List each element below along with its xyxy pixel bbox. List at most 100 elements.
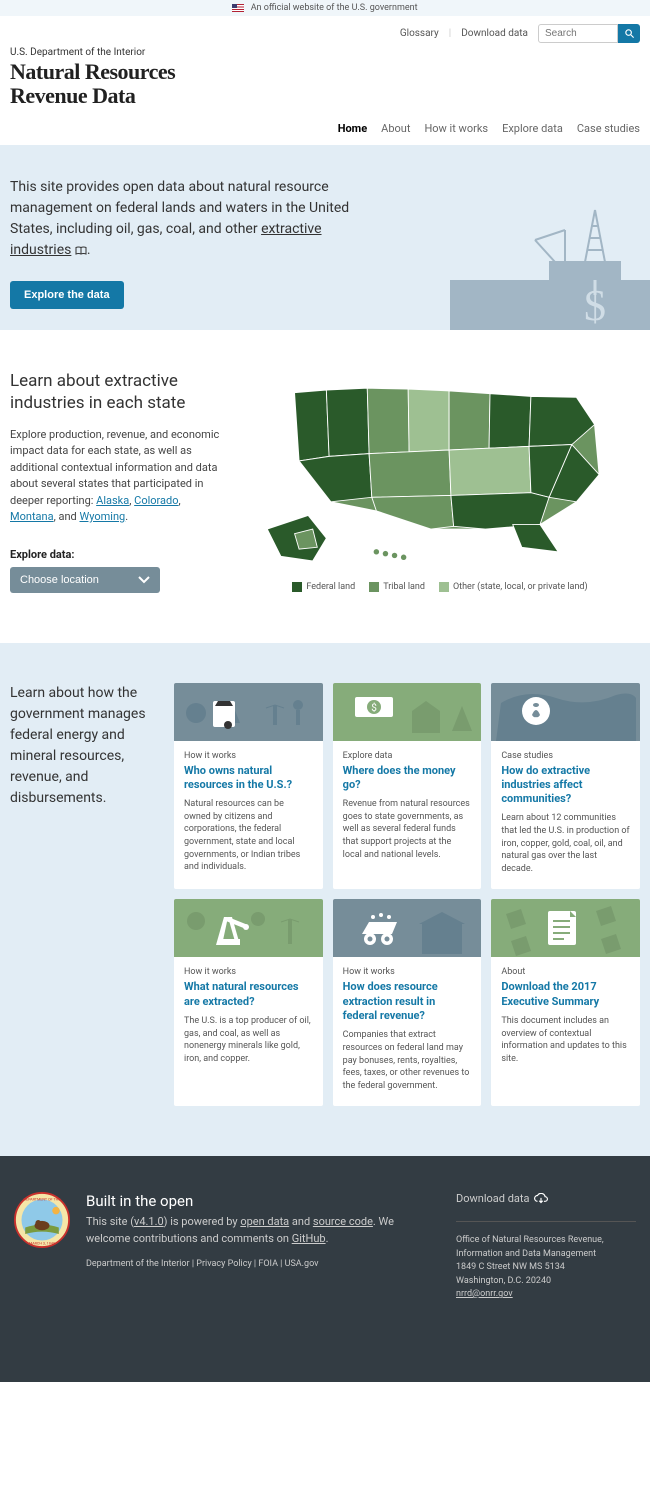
card-revenue: How it works How does resource extractio… <box>333 899 482 1106</box>
svg-text:$: $ <box>371 701 377 714</box>
nav-home[interactable]: Home <box>338 122 367 135</box>
states-section: Learn about extractive industries in eac… <box>0 330 650 642</box>
link-montana[interactable]: Montana <box>10 510 54 523</box>
link-foia[interactable]: FOIA <box>258 1259 278 1269</box>
flag-icon <box>232 4 244 12</box>
card-image: $ <box>333 683 482 741</box>
cards-grid: How it works Who owns natural resources … <box>174 683 640 1107</box>
nav-how-it-works[interactable]: How it works <box>424 122 488 135</box>
card-money: $ Explore data Where does the money go? … <box>333 683 482 890</box>
link-wyoming[interactable]: Wyoming <box>79 510 125 523</box>
card-image <box>174 899 323 957</box>
map-legend: Federal land Tribal land Other (state, l… <box>240 582 640 592</box>
card-eyebrow: Explore data <box>343 751 472 761</box>
card-desc: Learn about 12 communities that led the … <box>501 812 630 875</box>
footer-links: Department of the Interior | Privacy Pol… <box>86 1259 440 1269</box>
footer-main: Built in the open This site (v4.1.0) is … <box>86 1192 440 1302</box>
card-desc: This document includes an overview of co… <box>501 1015 630 1065</box>
link-privacy[interactable]: Privacy Policy <box>196 1259 251 1269</box>
download-data-link[interactable]: Download data <box>461 28 528 39</box>
office-address: Office of Natural Resources Revenue, Inf… <box>456 1234 636 1302</box>
card-desc: Companies that extract resources on fede… <box>343 1029 472 1092</box>
search-icon <box>624 28 635 39</box>
states-heading: Learn about extractive industries in eac… <box>10 370 220 414</box>
site-title: Natural Resources Revenue Data <box>10 60 640 108</box>
header: Glossary | Download data U.S. Department… <box>0 16 650 145</box>
book-icon <box>75 246 87 256</box>
card-desc: Natural resources can be owned by citize… <box>184 798 313 874</box>
gov-banner: An official website of the U.S. governme… <box>0 0 650 16</box>
footer-heading: Built in the open <box>86 1192 440 1210</box>
explore-label: Explore data: <box>10 548 220 561</box>
hero-content: This site provides open data about natur… <box>10 177 380 330</box>
hero-text: This site provides open data about natur… <box>10 177 380 261</box>
card-title-link[interactable]: What natural resources are extracted? <box>184 980 299 1007</box>
link-colorado[interactable]: Colorado <box>134 494 178 507</box>
divider: | <box>449 28 451 39</box>
card-eyebrow: How it works <box>184 751 313 761</box>
map-wrap: Federal land Tribal land Other (state, l… <box>240 370 640 592</box>
footer-download-link[interactable]: Download data <box>456 1192 636 1205</box>
nav-case-studies[interactable]: Case studies <box>577 122 640 135</box>
card-eyebrow: About <box>501 967 630 977</box>
footer-right: Download data Office of Natural Resource… <box>456 1192 636 1302</box>
open-data-link[interactable]: open data <box>240 1215 289 1228</box>
cards-intro: Learn about how the government manages f… <box>10 683 160 1107</box>
footer-body: This site (v4.1.0) is powered by open da… <box>86 1214 440 1247</box>
states-body: Explore production, revenue, and economi… <box>10 427 220 526</box>
card-eyebrow: How it works <box>343 967 472 977</box>
card-ownership: How it works Who owns natural resources … <box>174 683 323 890</box>
swatch-tribal <box>369 582 379 592</box>
card-image <box>174 683 323 741</box>
nav-explore-data[interactable]: Explore data <box>502 122 563 135</box>
hero: This site provides open data about natur… <box>0 145 650 330</box>
glossary-link[interactable]: Glossary <box>400 28 439 39</box>
states-text: Learn about extractive industries in eac… <box>10 370 220 592</box>
header-utilities: Glossary | Download data <box>10 24 640 43</box>
legend-other: Other (state, local, or private land) <box>439 582 588 592</box>
search-box <box>538 24 640 43</box>
card-title-link[interactable]: How do extractive industries affect comm… <box>501 764 590 806</box>
explore-data-button[interactable]: Explore the data <box>10 281 124 309</box>
us-map[interactable] <box>240 370 640 570</box>
link-alaska[interactable]: Alaska <box>96 494 129 507</box>
link-doi[interactable]: Department of the Interior <box>86 1259 190 1269</box>
card-eyebrow: Case studies <box>501 751 630 761</box>
banner-text: An official website of the U.S. governme… <box>251 3 418 13</box>
legend-tribal: Tribal land <box>369 582 425 592</box>
card-eyebrow: How it works <box>184 967 313 977</box>
card-summary: About Download the 2017 Executive Summar… <box>491 899 640 1106</box>
main-nav: Home About How it works Explore data Cas… <box>10 108 640 145</box>
version-link[interactable]: v4.1.0 <box>134 1215 164 1228</box>
source-code-link[interactable]: source code <box>313 1215 373 1228</box>
swatch-other <box>439 582 449 592</box>
card-title-link[interactable]: Where does the money go? <box>343 764 456 791</box>
card-title-link[interactable]: How does resource extraction result in f… <box>343 980 438 1022</box>
cloud-download-icon <box>534 1193 548 1205</box>
github-link[interactable]: GitHub <box>292 1232 326 1245</box>
card-extracted: How it works What natural resources are … <box>174 899 323 1106</box>
card-title-link[interactable]: Download the 2017 Executive Summary <box>501 980 599 1007</box>
email-link[interactable]: nrrd@onrr.gov <box>456 1289 513 1299</box>
cards-section: Learn about how the government manages f… <box>0 643 650 1157</box>
link-usa-gov[interactable]: USA.gov <box>285 1259 319 1269</box>
doi-seal: DEPARTMENT OF THE MARCH 3, 1849 <box>14 1192 70 1248</box>
card-desc: Revenue from natural resources goes to s… <box>343 798 472 861</box>
oil-rig-graphic: $ <box>450 200 650 330</box>
svg-text:MARCH 3, 1849: MARCH 3, 1849 <box>29 1242 55 1246</box>
card-title-link[interactable]: Who owns natural resources in the U.S.? <box>184 764 292 791</box>
svg-text:DEPARTMENT OF THE: DEPARTMENT OF THE <box>24 1198 61 1202</box>
card-image <box>491 683 640 741</box>
location-select[interactable]: Choose location <box>10 567 160 593</box>
card-desc: The U.S. is a top producer of oil, gas, … <box>184 1015 313 1065</box>
nav-about[interactable]: About <box>381 122 410 135</box>
legend-federal: Federal land <box>292 582 355 592</box>
footer: DEPARTMENT OF THE MARCH 3, 1849 Built in… <box>0 1156 650 1382</box>
search-button[interactable] <box>618 24 640 43</box>
search-input[interactable] <box>538 24 618 43</box>
card-communities: Case studies How do extractive industrie… <box>491 683 640 890</box>
card-image <box>491 899 640 957</box>
department-label: U.S. Department of the Interior <box>10 47 640 58</box>
swatch-federal <box>292 582 302 592</box>
card-image <box>333 899 482 957</box>
